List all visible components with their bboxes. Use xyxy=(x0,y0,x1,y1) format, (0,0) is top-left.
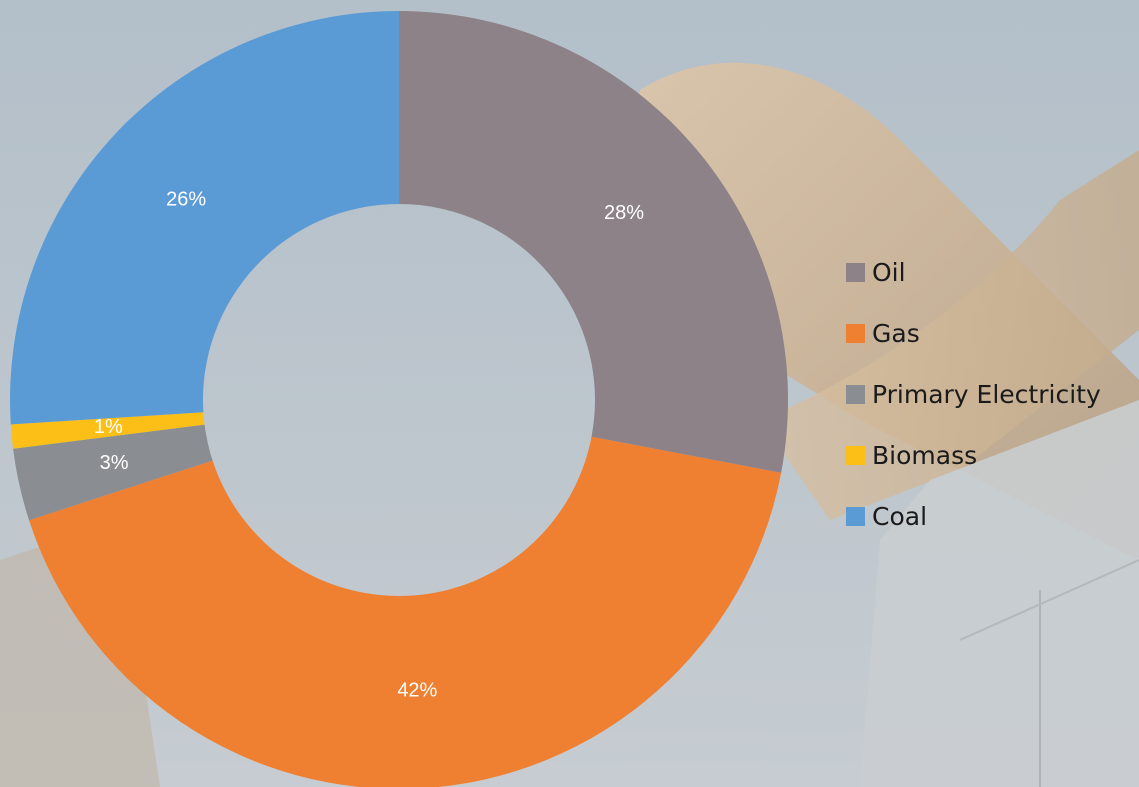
legend-item-coal: Coal xyxy=(846,501,1101,531)
slice-coal xyxy=(9,11,399,425)
slice-label-gas: 42% xyxy=(397,680,437,702)
slice-primary-electricity xyxy=(13,424,213,521)
legend-item-oil: Oil xyxy=(846,257,1101,287)
slice-oil xyxy=(399,11,788,473)
legend: Oil Gas Primary Electricity Biomass Coal xyxy=(846,257,1101,562)
legend-label-oil: Oil xyxy=(872,257,906,287)
slice-label-primary-electricity: 3% xyxy=(100,452,129,474)
slice-gas xyxy=(29,436,782,787)
legend-label-primary-electricity: Primary Electricity xyxy=(872,379,1101,409)
legend-item-gas: Gas xyxy=(846,318,1101,348)
legend-label-gas: Gas xyxy=(872,318,920,348)
donut-slice-labels: 28% 42% 3% 1% 26% xyxy=(94,188,644,701)
legend-item-biomass: Biomass xyxy=(846,440,1101,470)
legend-swatch-oil xyxy=(846,262,865,282)
legend-label-coal: Coal xyxy=(872,501,928,531)
legend-label-biomass: Biomass xyxy=(872,440,978,470)
slice-label-biomass: 1% xyxy=(94,416,123,438)
donut-slices xyxy=(9,11,788,787)
legend-swatch-coal xyxy=(846,506,865,526)
legend-swatch-primary-electricity xyxy=(846,384,865,404)
legend-swatch-biomass xyxy=(846,445,865,465)
slice-biomass xyxy=(10,412,205,449)
legend-item-primary-electricity: Primary Electricity xyxy=(846,379,1101,409)
slice-label-oil: 28% xyxy=(604,202,644,224)
legend-swatch-gas xyxy=(846,323,865,343)
slice-label-coal: 26% xyxy=(166,188,206,210)
